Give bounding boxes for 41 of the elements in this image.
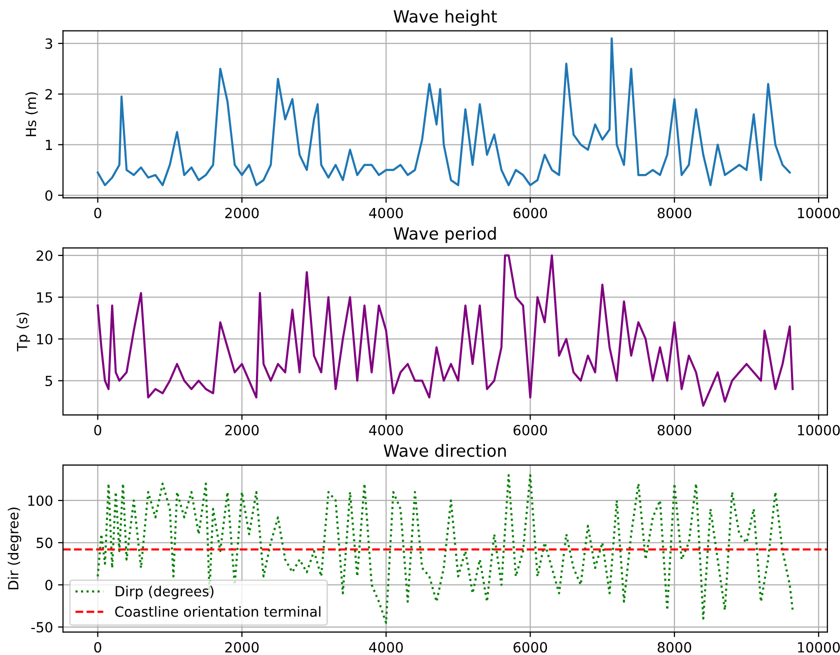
- y-tick-label: 50: [36, 538, 52, 548]
- y-axis-title: Hs (m): [25, 92, 38, 136]
- x-tick-label: 8000: [658, 642, 692, 653]
- chart-title: Wave period: [394, 226, 496, 244]
- y-axis-title: Dir (degree): [8, 508, 22, 590]
- x-tick-label: 4000: [369, 208, 403, 218]
- x-tick-label: 6000: [514, 642, 548, 653]
- x-tick-label: 6000: [514, 208, 548, 218]
- y-tick-label: 15: [37, 292, 52, 303]
- y-tick-label: 1: [46, 140, 52, 150]
- x-tick-label: 4000: [369, 642, 403, 653]
- y-tick-label: 0: [45, 580, 52, 590]
- y-tick-label: 3: [46, 38, 52, 49]
- line-series: [96, 37, 791, 186]
- line-series: [96, 474, 794, 624]
- y-tick-label: 5: [46, 376, 52, 386]
- x-tick-label: 10000: [798, 642, 840, 653]
- y-tick-label: -50: [31, 622, 52, 632]
- x-tick-label: 0: [94, 642, 102, 653]
- y-axis-title: Tp (s): [16, 312, 30, 352]
- x-tick-label: 2000: [225, 208, 259, 218]
- line-series: [96, 254, 794, 407]
- x-tick-label: 8000: [658, 424, 692, 436]
- y-tick-label: 20: [36, 250, 52, 261]
- x-tick-label: 6000: [514, 424, 548, 436]
- chart-title: Wave height: [394, 10, 497, 26]
- x-tick-label: 2000: [225, 424, 259, 436]
- x-tick-label: 10000: [798, 208, 840, 218]
- x-tick-label: 0: [94, 208, 102, 218]
- legend-label: Dirp (degrees): [116, 586, 214, 600]
- x-tick-label: 8000: [658, 208, 692, 218]
- y-tick-label: 100: [28, 495, 52, 506]
- chart-title: Wave direction: [384, 444, 506, 457]
- x-tick-label: 10000: [798, 424, 840, 436]
- x-tick-label: 0: [94, 424, 102, 436]
- y-tick-label: 2: [45, 89, 52, 100]
- y-tick-label: 10: [37, 334, 52, 344]
- x-tick-label: 2000: [225, 642, 259, 653]
- legend-label: Coastline orientation terminal: [115, 606, 320, 617]
- y-tick-label: 0: [45, 190, 52, 201]
- x-tick-label: 4000: [369, 424, 403, 436]
